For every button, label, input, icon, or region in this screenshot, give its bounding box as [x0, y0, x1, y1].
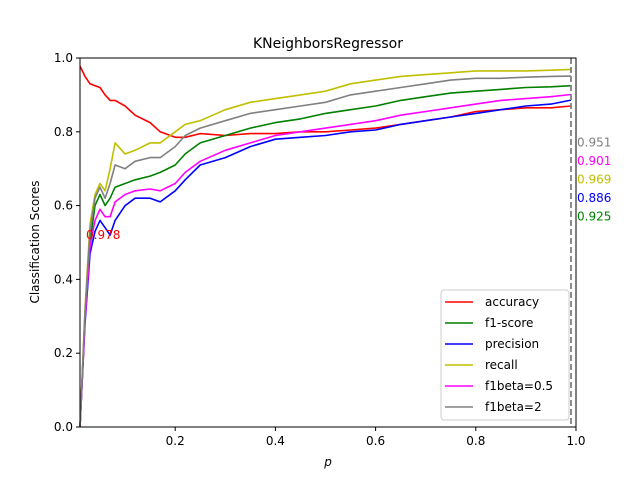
score-annotation: 0.951: [577, 136, 611, 150]
score-annotation: 0.969: [577, 172, 611, 186]
x-tick-label: 1.0: [566, 434, 585, 448]
legend-label: f1beta=2: [485, 400, 542, 414]
y-tick-label: 0.4: [54, 272, 73, 286]
series-line-f1-score: [79, 84, 572, 428]
x-tick-label: 0.8: [466, 434, 485, 448]
x-tick-label: 0.4: [266, 434, 285, 448]
series-layer: [79, 65, 572, 428]
series-line-f1beta-0-5: [79, 93, 572, 428]
series-line-precision: [79, 99, 572, 428]
series-line-f1beta-2: [79, 75, 572, 428]
series-line-recall: [79, 68, 572, 428]
legend: accuracy f1-score precision recall f1beta=0.…: [440, 289, 570, 421]
legend-label: accuracy: [485, 295, 539, 309]
chart-title: KNeighborsRegressor: [253, 36, 403, 52]
x-axis-label: p: [323, 455, 332, 469]
y-tick-label: 0.2: [54, 346, 73, 360]
y-axis-label: Classification Scores: [28, 180, 42, 303]
x-tick-label: 0.2: [166, 434, 185, 448]
score-annotation: 0.925: [577, 209, 611, 223]
legend-label: f1beta=0.5: [485, 379, 553, 393]
y-tick-label: 0.0: [54, 420, 73, 434]
score-annotation: 0.901: [577, 154, 611, 168]
y-axis-ticks: 0.0 0.2 0.4 0.6 0.8 1.0: [54, 51, 80, 434]
axes-frame: [79, 57, 577, 428]
legend-label: precision: [485, 337, 539, 351]
annotation-layer: 0.978 0.951 0.901 0.969 0.886 0.925: [86, 136, 611, 242]
legend-label: recall: [485, 358, 518, 372]
y-tick-label: 1.0: [54, 51, 73, 65]
score-annotation: 0.886: [577, 191, 611, 205]
x-axis-ticks: 0.2 0.4 0.6 0.8 1.0: [166, 427, 586, 448]
x-tick-label: 0.6: [366, 434, 385, 448]
y-tick-label: 0.6: [54, 199, 73, 213]
legend-label: f1-score: [485, 316, 533, 330]
score-annotation: 0.978: [86, 228, 120, 242]
plot-area: [79, 57, 577, 428]
legend-items: accuracy f1-score precision recall f1beta=0.…: [445, 295, 553, 414]
y-tick-label: 0.8: [54, 125, 73, 139]
